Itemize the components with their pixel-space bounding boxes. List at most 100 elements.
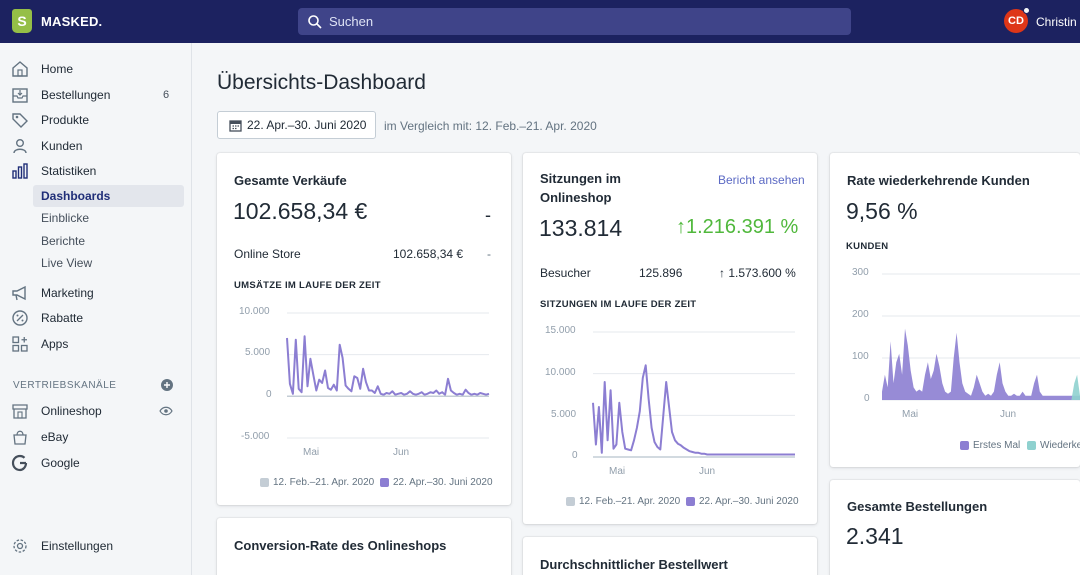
discount-icon xyxy=(12,310,28,326)
y-tick-label: 10.000 xyxy=(239,306,270,317)
series-line-0 xyxy=(592,364,795,456)
y-tick-label: 100 xyxy=(852,351,869,362)
add-channel-plus-icon[interactable] xyxy=(161,379,173,391)
sidebar-item-label: Produkte xyxy=(41,113,90,127)
username[interactable]: Christin xyxy=(1036,15,1077,29)
x-tick-label: Jun xyxy=(699,466,716,477)
chart-title: UMSÄTZE IM LAUFE DER ZEIT xyxy=(234,280,381,291)
card-title: Sitzungen im Onlineshop xyxy=(540,171,621,205)
view-report-link[interactable]: Bericht ansehen xyxy=(718,173,805,187)
legend-current: 22. Apr.–30. Juni 2020 xyxy=(686,496,799,507)
returning-rate-value: 9,56 % xyxy=(846,198,918,224)
sidebar-item-settings[interactable]: Einstellungen xyxy=(0,535,192,557)
y-tick-label: 10.000 xyxy=(545,367,576,378)
sessions-change: ↑1.216.391 % xyxy=(676,216,799,238)
google-icon xyxy=(11,454,28,472)
customers-area-chart xyxy=(882,273,1080,401)
date-range-button[interactable]: 22. Apr.–30. Juni 2020 xyxy=(217,111,376,139)
shopify-logo[interactable]: S xyxy=(12,9,32,33)
sidebar-subitem-berichte[interactable]: Berichte xyxy=(41,234,86,248)
sales-channels-heading: VERTRIEBSKANÄLE xyxy=(13,380,117,391)
sidebar-item-label: Home xyxy=(41,62,74,76)
top-bar: S MASKED. Suchen CD Christin xyxy=(0,0,1080,43)
y-tick-label: 5.000 xyxy=(245,347,271,358)
y-tick-label: 0 xyxy=(572,450,578,461)
notification-dot-icon xyxy=(1023,7,1030,14)
y-tick-label: 200 xyxy=(852,309,869,320)
arrow-up-icon: ↑ xyxy=(676,216,686,238)
search-bar[interactable]: Suchen xyxy=(298,8,851,35)
sidebar-subitem-label: Dashboards xyxy=(41,189,111,203)
home-icon xyxy=(12,61,28,77)
total-sales-card: Gesamte Verkäufe 102.658,34 € - Online S… xyxy=(217,153,511,505)
card-title: Durchschnittlicher Bestellwert xyxy=(540,557,728,572)
sidebar-item-label: Statistiken xyxy=(41,164,97,178)
returning-customers-card: Rate wiederkehrende Kunden 9,56 % KUNDEN… xyxy=(830,153,1080,467)
legend-returning: Wiederke xyxy=(1027,440,1080,451)
legend-first-time: Erstes Mal xyxy=(960,440,1020,451)
sidebar: Home Bestellungen 6 Produkte Kunden Stat… xyxy=(0,43,192,575)
sessions-line-chart xyxy=(592,331,795,458)
legend-previous: 12. Feb.–21. Apr. 2020 xyxy=(566,496,680,507)
sidebar-item-ebay[interactable]: eBay xyxy=(0,426,192,448)
tag-icon xyxy=(12,113,28,128)
calendar-icon xyxy=(229,119,242,132)
x-tick-label: Jun xyxy=(1000,409,1017,420)
sidebar-item-label: eBay xyxy=(41,430,69,444)
x-tick-label: Mai xyxy=(902,409,919,420)
sidebar-item-home[interactable]: Home xyxy=(0,58,192,80)
search-placeholder: Suchen xyxy=(329,14,374,29)
person-icon xyxy=(13,139,27,154)
sidebar-item-onlineshop[interactable]: Onlineshop xyxy=(0,400,192,422)
y-tick-label: -5.000 xyxy=(241,431,270,442)
total-sales-delta: - xyxy=(485,205,491,225)
sidebar-item-statistiken[interactable]: Statistiken xyxy=(0,160,192,182)
sessions-value: 133.814 xyxy=(539,215,623,241)
store-name[interactable]: MASKED. xyxy=(41,14,103,29)
total-sales-value: 102.658,34 € xyxy=(233,198,368,224)
x-tick-label: Mai xyxy=(609,466,626,477)
arrow-up-icon: ↑ xyxy=(719,266,729,280)
sidebar-item-google[interactable]: Google xyxy=(0,452,192,474)
orders-icon xyxy=(12,88,28,103)
sidebar-item-bestellungen[interactable]: Bestellungen 6 xyxy=(0,84,192,106)
sidebar-item-marketing[interactable]: Marketing xyxy=(0,282,192,304)
chart-title: KUNDEN xyxy=(846,241,889,252)
x-tick-label: Mai xyxy=(303,447,320,458)
visitors-label: Besucher xyxy=(540,266,591,280)
card-title: Gesamte Verkäufe xyxy=(234,173,347,188)
eye-icon[interactable] xyxy=(159,406,173,416)
sidebar-item-produkte[interactable]: Produkte xyxy=(0,109,192,131)
sidebar-item-label: Google xyxy=(41,456,80,470)
sidebar-item-label: Marketing xyxy=(41,286,94,300)
card-title: Conversion-Rate des Onlineshops xyxy=(234,538,447,553)
y-tick-label: 0 xyxy=(864,393,870,404)
legend-current: 22. Apr.–30. Juni 2020 xyxy=(380,477,493,488)
sidebar-subitem-dashboards[interactable]: Dashboards xyxy=(33,185,184,207)
sidebar-item-label: Onlineshop xyxy=(41,404,102,418)
bag-icon xyxy=(13,430,27,445)
sidebar-subitem-einblicke[interactable]: Einblicke xyxy=(41,211,90,225)
card-title: Rate wiederkehrende Kunden xyxy=(847,173,1030,188)
y-tick-label: 0 xyxy=(266,389,272,400)
sidebar-item-label: Kunden xyxy=(41,139,83,153)
sales-line-chart xyxy=(286,312,490,439)
y-tick-label: 300 xyxy=(852,267,869,278)
date-range-label: 22. Apr.–30. Juni 2020 xyxy=(247,118,367,132)
legend-previous: 12. Feb.–21. Apr. 2020 xyxy=(260,477,374,488)
y-tick-label: 15.000 xyxy=(545,325,576,336)
sidebar-item-apps[interactable]: Apps xyxy=(0,333,192,355)
store-icon xyxy=(12,404,28,419)
sidebar-subitem-live-view[interactable]: Live View xyxy=(41,256,93,270)
card-title: Gesamte Bestellungen xyxy=(847,499,988,514)
total-orders-value: 2.341 xyxy=(846,523,904,549)
sidebar-item-label: Einstellungen xyxy=(41,539,114,553)
sidebar-item-label: Rabatte xyxy=(41,311,84,325)
series-area-0 xyxy=(882,328,1080,400)
y-tick-label: 5.000 xyxy=(551,409,577,420)
sidebar-item-rabatte[interactable]: Rabatte xyxy=(0,307,192,329)
gear-icon xyxy=(13,539,27,553)
visitors-change: ↑ 1.573.600 % xyxy=(719,266,796,280)
sidebar-item-kunden[interactable]: Kunden xyxy=(0,135,192,157)
channel-row-value: 102.658,34 € xyxy=(393,247,464,261)
